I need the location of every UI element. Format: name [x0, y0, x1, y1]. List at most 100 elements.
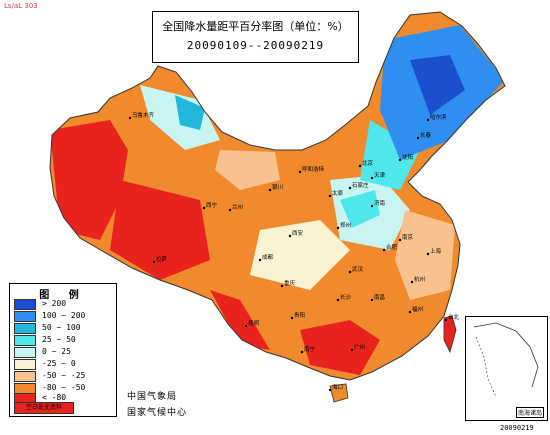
city-label: 拉萨 — [156, 255, 168, 263]
legend-title: 图 例 — [39, 290, 87, 301]
legend-label: 50 ~ 100 — [42, 323, 81, 332]
city-label: 杭州 — [414, 275, 425, 283]
legend-missing-data: 空白处无资料 — [14, 402, 74, 414]
city-marker — [300, 350, 304, 354]
legend-label: -50 ~ -25 — [42, 371, 86, 380]
legend-swatch — [14, 299, 36, 310]
corner-tag: Ls/aL 303 — [4, 2, 38, 10]
city-marker — [398, 158, 402, 162]
city-label: 兰州 — [232, 203, 243, 211]
legend: 图 例 > 200 100 ~ 200 50 ~ 100 25 ~ 50 0 ~… — [9, 283, 117, 417]
legend-label: < -80 — [42, 393, 67, 402]
city-label: 哈尔滨 — [430, 113, 447, 121]
inset-map — [473, 322, 539, 398]
city-label: 太原 — [332, 189, 344, 197]
city-marker — [298, 170, 302, 174]
city-label: 天津 — [374, 172, 386, 179]
city-marker — [444, 318, 448, 322]
city-marker — [202, 206, 206, 210]
city-marker — [348, 186, 352, 190]
agency-cma: 中国气象局 — [127, 392, 178, 402]
city-marker — [370, 204, 374, 208]
legend-label: > 200 — [42, 299, 67, 308]
city-label: 广州 — [354, 343, 365, 351]
city-marker — [336, 226, 340, 230]
date-range: 20090109--20090219 — [186, 39, 325, 52]
city-marker — [336, 298, 340, 302]
city-label: 石家庄 — [352, 181, 369, 189]
city-label: 武汉 — [352, 265, 364, 273]
city-label: 台北 — [448, 313, 460, 321]
legend-item: > 200 — [14, 298, 114, 310]
city-label: 郑州 — [340, 221, 351, 229]
city-marker — [288, 234, 292, 238]
city-marker — [152, 260, 156, 264]
legend-swatch — [14, 347, 36, 358]
city-marker — [328, 388, 332, 392]
agency-ncc: 国家气候中心 — [127, 408, 188, 418]
city-marker — [410, 280, 414, 284]
legend-swatch — [14, 311, 36, 322]
city-label: 昆明 — [248, 320, 260, 327]
city-label: 西宁 — [206, 201, 218, 209]
city-label: 银川 — [272, 183, 283, 191]
city-marker — [358, 164, 362, 168]
legend-label: 100 ~ 200 — [42, 311, 86, 320]
city-label: 海口 — [332, 383, 343, 391]
city-label: 乌鲁木齐 — [132, 111, 155, 119]
city-marker — [416, 136, 420, 140]
city-marker — [290, 316, 294, 320]
legend-item: -25 ~ 0 — [14, 358, 114, 370]
city-marker — [258, 258, 262, 262]
legend-item: 0 ~ 25 — [14, 346, 114, 358]
city-marker — [280, 284, 284, 288]
legend-label: -25 ~ 0 — [42, 359, 76, 368]
legend-item: -50 ~ -25 — [14, 370, 114, 382]
legend-item: 50 ~ 100 — [14, 322, 114, 334]
city-marker — [228, 208, 232, 212]
city-label: 贵阳 — [294, 311, 305, 319]
city-marker — [382, 248, 386, 252]
legend-missing-label: 空白处无资料 — [25, 404, 62, 411]
city-label: 南昌 — [374, 293, 385, 301]
city-marker — [426, 252, 430, 256]
inset-label: 南海诸岛 — [515, 407, 544, 418]
city-label: 南京 — [402, 233, 414, 241]
city-marker — [268, 188, 272, 192]
city-marker — [128, 116, 132, 120]
legend-swatch — [14, 359, 36, 370]
legend-swatch — [14, 335, 36, 346]
city-marker — [328, 194, 332, 198]
city-label: 重庆 — [284, 279, 296, 287]
city-marker — [426, 118, 430, 122]
legend-item: 25 ~ 50 — [14, 334, 114, 346]
city-label: 合肥 — [386, 243, 398, 251]
city-marker — [370, 298, 374, 302]
city-marker — [408, 310, 412, 314]
city-label: 南宁 — [304, 345, 316, 353]
legend-label: -80 ~ -50 — [42, 383, 86, 392]
city-marker — [348, 270, 352, 274]
city-marker — [398, 238, 402, 242]
south-china-sea-inset: 南海诸岛 — [465, 316, 548, 421]
issue-date: 20090219 — [500, 424, 534, 432]
city-marker — [244, 324, 248, 328]
legend-label: 0 ~ 25 — [42, 347, 71, 356]
city-label: 成都 — [262, 253, 274, 261]
city-marker — [370, 176, 374, 180]
map-title: 全国降水量距平百分率图（单位：%） — [162, 20, 349, 33]
city-label: 长春 — [420, 131, 432, 139]
city-label: 北京 — [362, 159, 374, 167]
city-label: 呼和浩特 — [302, 165, 325, 173]
legend-label: 25 ~ 50 — [42, 335, 76, 344]
legend-item: 100 ~ 200 — [14, 310, 114, 322]
city-label: 沈阳 — [402, 153, 413, 161]
legend-swatch — [14, 323, 36, 334]
city-label: 长沙 — [340, 293, 352, 301]
city-label: 福州 — [412, 305, 423, 313]
map-title-box: 全国降水量距平百分率图（单位：%） 20090109--20090219 — [152, 11, 359, 63]
city-label: 济南 — [374, 199, 386, 207]
city-label: 上海 — [430, 247, 442, 255]
